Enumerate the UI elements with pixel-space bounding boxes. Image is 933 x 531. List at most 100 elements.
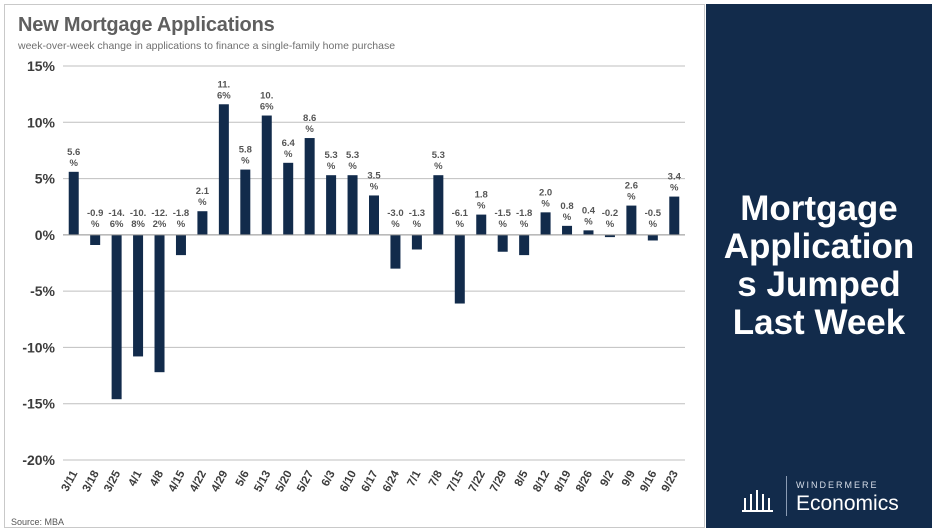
x-tick-label: 9/2: [598, 469, 616, 489]
x-tick-label: 8/5: [513, 468, 531, 488]
x-tick-label: 8/19: [553, 469, 574, 494]
data-label: %: [584, 216, 593, 227]
bar: [197, 211, 208, 235]
data-label: 8%: [131, 219, 145, 230]
data-label: 2.0: [539, 187, 552, 198]
bar: [669, 196, 680, 235]
x-tick-label: 5/6: [234, 469, 252, 489]
bar: [175, 234, 186, 256]
source-note: Source: MBA: [11, 517, 65, 527]
data-label: %: [391, 219, 400, 230]
y-tick-label: 0%: [35, 227, 56, 243]
x-tick-label: 5/27: [295, 469, 316, 494]
data-label: 6%: [217, 90, 231, 101]
data-label: %: [69, 158, 78, 169]
bar: [68, 171, 79, 235]
bar: [604, 234, 615, 238]
data-label: %: [327, 161, 336, 172]
data-label: %: [606, 219, 615, 230]
data-label: 6%: [260, 102, 274, 113]
brand-name: Economics: [796, 492, 899, 515]
brand-logo: WINDERMERE Economics: [742, 472, 922, 518]
data-label: 2.1: [196, 186, 210, 197]
headline-line: Mortgage: [740, 189, 898, 228]
x-tick-label: 6/24: [381, 468, 402, 494]
bar: [111, 234, 122, 400]
data-label: %: [627, 192, 636, 203]
data-label: 6%: [110, 219, 124, 230]
x-tick-label: 3/25: [102, 468, 123, 494]
x-tick-label: 3/11: [60, 468, 81, 493]
x-tick-label: 4/8: [148, 468, 166, 488]
data-label: 5.3: [346, 150, 359, 161]
data-label: %: [348, 161, 357, 172]
data-label: %: [498, 219, 507, 230]
bar: [390, 234, 401, 269]
data-label: -10.: [130, 208, 146, 219]
x-tick-label: 6/10: [338, 469, 359, 494]
data-label: %: [177, 219, 186, 230]
building-bars-icon: [742, 490, 773, 512]
data-label: 1.8: [475, 190, 488, 201]
data-label: -14.: [108, 208, 124, 219]
data-label: -12.: [151, 208, 167, 219]
x-tick-label: 6/17: [360, 469, 381, 494]
bar: [326, 175, 337, 235]
bar-chart: 15% 10% 5% 0% -5% -10% -15% -20% 5.6% 3/11 -0.9% 3/…: [22, 58, 685, 494]
data-label: %: [198, 197, 207, 208]
bar: [647, 234, 658, 241]
y-tick-label: -20%: [22, 452, 55, 468]
x-tick-label: 7/1: [405, 468, 423, 488]
x-tick-label: 4/1: [127, 468, 145, 488]
x-tick-label: 9/9: [620, 469, 638, 489]
data-label: %: [305, 124, 314, 135]
bar: [369, 195, 379, 235]
data-label: -1.5: [495, 208, 512, 219]
x-tick-label: 6/3: [320, 469, 338, 489]
headline-line: s Jumped: [737, 265, 901, 304]
x-tick-label: 9/23: [660, 469, 681, 494]
data-label: %: [91, 219, 100, 230]
data-label: 3.4: [668, 172, 682, 183]
data-label: -1.3: [409, 208, 425, 219]
x-tick-label: 5/20: [274, 469, 295, 494]
x-tick-label: 8/12: [531, 469, 552, 494]
bar: [519, 234, 530, 256]
data-label: 5.6: [67, 147, 80, 158]
bar: [133, 234, 144, 357]
headline-line: Last Week: [732, 303, 906, 342]
bar: [411, 234, 422, 250]
bar: [476, 214, 487, 235]
x-tick-label: 4/15: [167, 468, 188, 494]
x-tick-label: 3/18: [81, 468, 102, 494]
data-label: 2%: [153, 219, 167, 230]
bar: [304, 138, 315, 235]
chart-subtitle: week-over-week change in applications to…: [18, 40, 396, 52]
data-label: %: [434, 161, 443, 172]
data-label: 0.4: [582, 205, 596, 216]
data-label: -0.2: [602, 208, 618, 219]
data-label: %: [413, 219, 422, 230]
data-label: -0.5: [645, 208, 662, 219]
bar: [626, 205, 637, 235]
x-tick-label: 5/13: [252, 469, 273, 494]
data-label: -0.9: [87, 208, 103, 219]
data-label: 6.4: [282, 138, 296, 149]
x-tick-label: 4/29: [209, 469, 230, 494]
bar: [454, 234, 465, 304]
y-tick-label: -10%: [22, 339, 55, 355]
data-label: %: [370, 181, 379, 192]
data-label: %: [649, 219, 658, 230]
data-label: -6.1: [452, 208, 469, 219]
data-label: %: [670, 183, 679, 194]
data-label: 5.3: [432, 150, 445, 161]
bar: [218, 104, 229, 235]
data-label: 2.6: [625, 181, 638, 192]
chart-title: New Mortgage Applications: [18, 14, 275, 36]
y-tick-label: -15%: [22, 396, 55, 412]
bar: [261, 115, 272, 235]
x-tick-label: 7/15: [445, 468, 466, 494]
bar: [540, 212, 551, 235]
data-label: -1.8: [173, 208, 189, 219]
y-tick-label: 10%: [27, 114, 56, 130]
